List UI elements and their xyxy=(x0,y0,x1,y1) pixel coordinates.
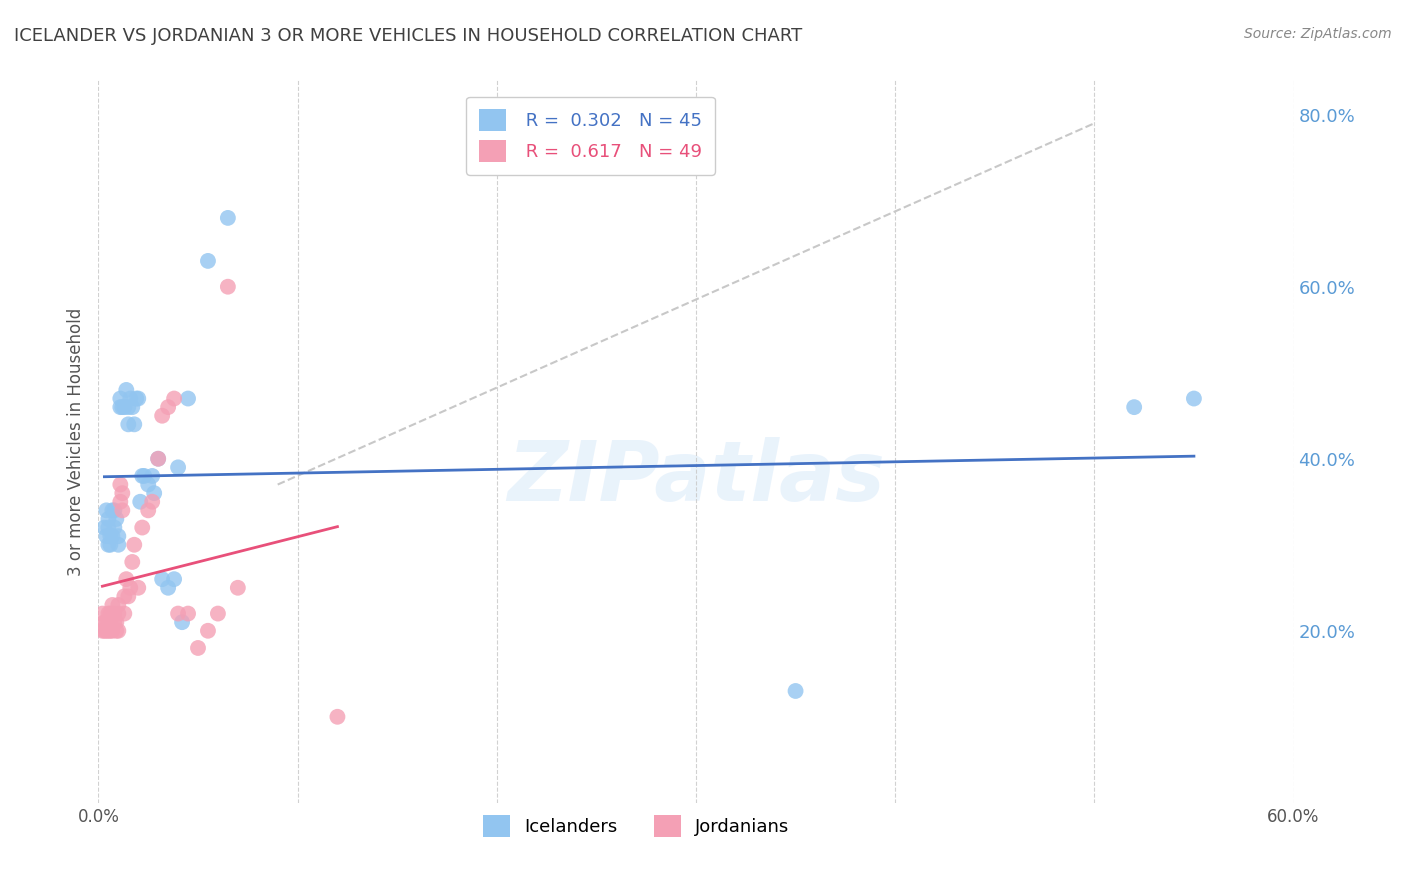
Point xyxy=(117,590,139,604)
Point xyxy=(103,503,125,517)
Point xyxy=(97,624,120,638)
Point xyxy=(96,615,118,630)
Point xyxy=(131,469,153,483)
Point xyxy=(112,590,135,604)
Point xyxy=(107,538,129,552)
Point xyxy=(103,520,125,534)
Point xyxy=(96,529,118,543)
Point xyxy=(785,684,807,698)
Point xyxy=(107,529,129,543)
Point xyxy=(117,417,139,432)
Point xyxy=(157,400,180,414)
Point xyxy=(120,392,142,406)
Point xyxy=(1123,400,1146,414)
Point xyxy=(98,615,122,630)
Point xyxy=(98,529,122,543)
Point xyxy=(111,486,134,500)
Point xyxy=(112,400,135,414)
Point xyxy=(111,503,134,517)
Point xyxy=(163,572,186,586)
Point xyxy=(101,607,124,621)
Point xyxy=(97,538,120,552)
Text: Source: ZipAtlas.com: Source: ZipAtlas.com xyxy=(1244,27,1392,41)
Point xyxy=(105,512,128,526)
Point xyxy=(150,409,173,423)
Point xyxy=(110,494,132,508)
Point xyxy=(134,469,156,483)
Point xyxy=(157,581,180,595)
Point xyxy=(124,417,146,432)
Point xyxy=(112,607,135,621)
Point xyxy=(101,503,124,517)
Point xyxy=(91,607,114,621)
Point xyxy=(103,607,125,621)
Legend: Icelanders, Jordanians: Icelanders, Jordanians xyxy=(475,808,797,845)
Point xyxy=(124,538,146,552)
Point xyxy=(129,494,152,508)
Point xyxy=(136,503,159,517)
Point xyxy=(101,624,124,638)
Point xyxy=(136,477,159,491)
Point xyxy=(125,392,148,406)
Point xyxy=(97,615,120,630)
Point xyxy=(217,279,239,293)
Point xyxy=(107,607,129,621)
Point xyxy=(96,503,118,517)
Point xyxy=(1182,392,1205,406)
Point xyxy=(197,253,219,268)
Point xyxy=(143,486,166,500)
Point xyxy=(110,392,132,406)
Point xyxy=(131,520,153,534)
Point xyxy=(101,529,124,543)
Text: ICELANDER VS JORDANIAN 3 OR MORE VEHICLES IN HOUSEHOLD CORRELATION CHART: ICELANDER VS JORDANIAN 3 OR MORE VEHICLE… xyxy=(14,27,803,45)
Point xyxy=(93,615,115,630)
Point xyxy=(97,512,120,526)
Point xyxy=(150,572,173,586)
Point xyxy=(91,624,114,638)
Point xyxy=(207,607,229,621)
Point xyxy=(98,624,122,638)
Point xyxy=(107,624,129,638)
Point xyxy=(98,607,122,621)
Point xyxy=(110,477,132,491)
Point xyxy=(111,400,134,414)
Point xyxy=(97,520,120,534)
Point xyxy=(217,211,239,225)
Y-axis label: 3 or more Vehicles in Household: 3 or more Vehicles in Household xyxy=(66,308,84,575)
Point xyxy=(127,581,149,595)
Point xyxy=(127,392,149,406)
Point xyxy=(141,469,163,483)
Point xyxy=(97,607,120,621)
Point xyxy=(103,615,125,630)
Point xyxy=(120,581,142,595)
Point xyxy=(117,400,139,414)
Point xyxy=(101,598,124,612)
Point xyxy=(93,520,115,534)
Point xyxy=(121,400,143,414)
Point xyxy=(167,460,190,475)
Point xyxy=(107,598,129,612)
Point xyxy=(163,392,186,406)
Point xyxy=(96,624,118,638)
Point xyxy=(326,710,349,724)
Point xyxy=(148,451,170,466)
Text: ZIPatlas: ZIPatlas xyxy=(508,437,884,518)
Point xyxy=(93,624,115,638)
Point xyxy=(177,392,200,406)
Point xyxy=(105,624,128,638)
Point xyxy=(121,555,143,569)
Point xyxy=(167,607,190,621)
Point xyxy=(141,494,163,508)
Point xyxy=(177,607,200,621)
Point xyxy=(148,451,170,466)
Point xyxy=(172,615,194,630)
Point xyxy=(115,572,138,586)
Point xyxy=(105,615,128,630)
Point xyxy=(110,400,132,414)
Point xyxy=(187,640,209,655)
Point xyxy=(98,538,122,552)
Point xyxy=(115,383,138,397)
Point xyxy=(226,581,249,595)
Point xyxy=(197,624,219,638)
